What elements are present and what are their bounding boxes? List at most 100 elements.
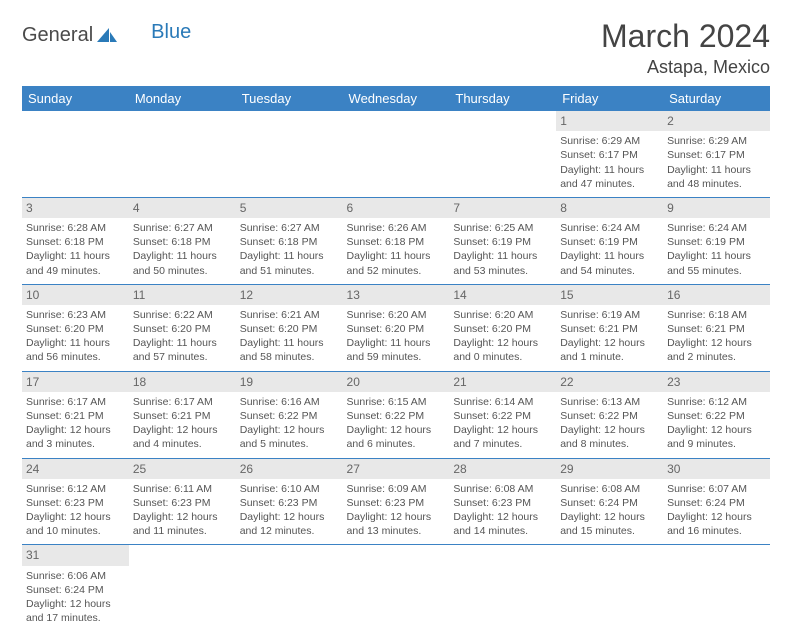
sunset-text: Sunset: 6:23 PM [453,496,552,510]
calendar-cell: 19Sunrise: 6:16 AMSunset: 6:22 PMDayligh… [236,371,343,458]
sunset-text: Sunset: 6:19 PM [453,235,552,249]
daylight-text: Daylight: 11 hours [133,249,232,263]
sunrise-text: Sunrise: 6:20 AM [453,308,552,322]
calendar-cell [129,545,236,631]
day-number: 17 [22,372,129,392]
calendar-row: 31Sunrise: 6:06 AMSunset: 6:24 PMDayligh… [22,545,770,631]
day-number: 26 [236,459,343,479]
sunset-text: Sunset: 6:18 PM [240,235,339,249]
daylight-text: and 50 minutes. [133,264,232,278]
sunrise-text: Sunrise: 6:23 AM [26,308,125,322]
sunrise-text: Sunrise: 6:09 AM [347,482,446,496]
calendar-cell [449,111,556,197]
calendar-cell: 17Sunrise: 6:17 AMSunset: 6:21 PMDayligh… [22,371,129,458]
daylight-text: Daylight: 12 hours [667,336,766,350]
daylight-text: and 52 minutes. [347,264,446,278]
daylight-text: and 56 minutes. [26,350,125,364]
day-number: 18 [129,372,236,392]
calendar-row: 3Sunrise: 6:28 AMSunset: 6:18 PMDaylight… [22,197,770,284]
calendar-cell: 18Sunrise: 6:17 AMSunset: 6:21 PMDayligh… [129,371,236,458]
sunrise-text: Sunrise: 6:14 AM [453,395,552,409]
daylight-text: Daylight: 11 hours [26,336,125,350]
sunset-text: Sunset: 6:17 PM [667,148,766,162]
weekday-header: Thursday [449,86,556,111]
day-number: 6 [343,198,450,218]
calendar-cell: 22Sunrise: 6:13 AMSunset: 6:22 PMDayligh… [556,371,663,458]
calendar-cell: 26Sunrise: 6:10 AMSunset: 6:23 PMDayligh… [236,458,343,545]
calendar-cell: 20Sunrise: 6:15 AMSunset: 6:22 PMDayligh… [343,371,450,458]
sunrise-text: Sunrise: 6:17 AM [133,395,232,409]
daylight-text: Daylight: 12 hours [240,423,339,437]
calendar-cell: 2Sunrise: 6:29 AMSunset: 6:17 PMDaylight… [663,111,770,197]
day-number: 11 [129,285,236,305]
sunrise-text: Sunrise: 6:08 AM [560,482,659,496]
daylight-text: Daylight: 12 hours [667,423,766,437]
sunrise-text: Sunrise: 6:22 AM [133,308,232,322]
daylight-text: and 58 minutes. [240,350,339,364]
sunrise-text: Sunrise: 6:15 AM [347,395,446,409]
day-number: 15 [556,285,663,305]
day-number: 16 [663,285,770,305]
daylight-text: and 53 minutes. [453,264,552,278]
sunset-text: Sunset: 6:18 PM [347,235,446,249]
daylight-text: and 49 minutes. [26,264,125,278]
sunrise-text: Sunrise: 6:27 AM [133,221,232,235]
sunset-text: Sunset: 6:20 PM [26,322,125,336]
calendar-cell [663,545,770,631]
daylight-text: and 13 minutes. [347,524,446,538]
weekday-header-row: Sunday Monday Tuesday Wednesday Thursday… [22,86,770,111]
daylight-text: and 48 minutes. [667,177,766,191]
sunrise-text: Sunrise: 6:18 AM [667,308,766,322]
location: Astapa, Mexico [601,57,770,78]
sunset-text: Sunset: 6:23 PM [240,496,339,510]
sunset-text: Sunset: 6:20 PM [347,322,446,336]
calendar-cell: 28Sunrise: 6:08 AMSunset: 6:23 PMDayligh… [449,458,556,545]
daylight-text: and 3 minutes. [26,437,125,451]
sunrise-text: Sunrise: 6:29 AM [667,134,766,148]
daylight-text: Daylight: 12 hours [347,510,446,524]
daylight-text: and 4 minutes. [133,437,232,451]
sunset-text: Sunset: 6:20 PM [133,322,232,336]
weekday-header: Monday [129,86,236,111]
sunset-text: Sunset: 6:21 PM [560,322,659,336]
calendar-table: Sunday Monday Tuesday Wednesday Thursday… [22,86,770,631]
day-number: 9 [663,198,770,218]
weekday-header: Wednesday [343,86,450,111]
calendar-cell: 1Sunrise: 6:29 AMSunset: 6:17 PMDaylight… [556,111,663,197]
sunrise-text: Sunrise: 6:12 AM [26,482,125,496]
sunset-text: Sunset: 6:24 PM [667,496,766,510]
daylight-text: Daylight: 12 hours [560,336,659,350]
sunset-text: Sunset: 6:19 PM [560,235,659,249]
day-number: 8 [556,198,663,218]
calendar-cell [129,111,236,197]
calendar-cell: 7Sunrise: 6:25 AMSunset: 6:19 PMDaylight… [449,197,556,284]
daylight-text: Daylight: 11 hours [667,249,766,263]
day-number: 21 [449,372,556,392]
daylight-text: Daylight: 12 hours [667,510,766,524]
sunrise-text: Sunrise: 6:24 AM [560,221,659,235]
calendar-cell [236,111,343,197]
calendar-cell: 29Sunrise: 6:08 AMSunset: 6:24 PMDayligh… [556,458,663,545]
day-number: 23 [663,372,770,392]
weekday-header: Sunday [22,86,129,111]
day-number: 2 [663,111,770,131]
day-number: 14 [449,285,556,305]
sunrise-text: Sunrise: 6:24 AM [667,221,766,235]
sunrise-text: Sunrise: 6:27 AM [240,221,339,235]
calendar-cell: 12Sunrise: 6:21 AMSunset: 6:20 PMDayligh… [236,284,343,371]
daylight-text: and 9 minutes. [667,437,766,451]
daylight-text: and 17 minutes. [26,611,125,625]
day-number: 3 [22,198,129,218]
day-number: 7 [449,198,556,218]
daylight-text: Daylight: 12 hours [560,423,659,437]
sunset-text: Sunset: 6:23 PM [26,496,125,510]
calendar-row: 24Sunrise: 6:12 AMSunset: 6:23 PMDayligh… [22,458,770,545]
calendar-cell: 9Sunrise: 6:24 AMSunset: 6:19 PMDaylight… [663,197,770,284]
weekday-header: Saturday [663,86,770,111]
sunrise-text: Sunrise: 6:21 AM [240,308,339,322]
daylight-text: Daylight: 11 hours [347,249,446,263]
logo-text-general: General [22,24,93,47]
day-number: 1 [556,111,663,131]
weekday-header: Friday [556,86,663,111]
calendar-cell [236,545,343,631]
